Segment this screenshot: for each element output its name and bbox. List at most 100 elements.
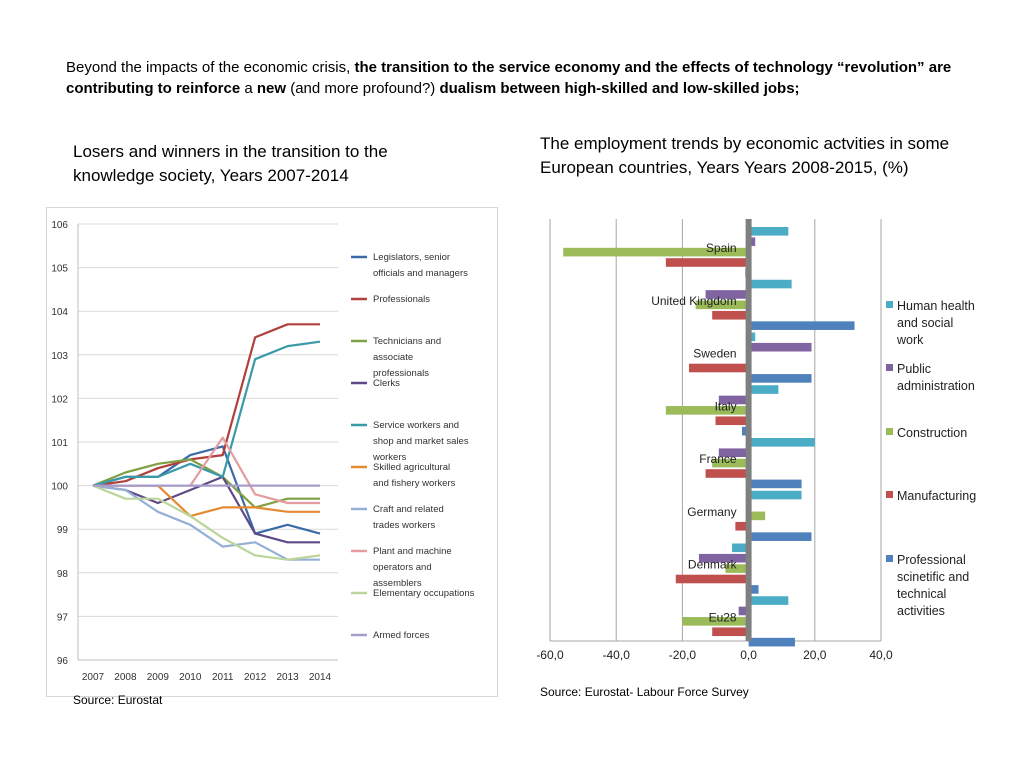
category-label-sweden: Sweden [693,347,736,361]
line-chart-frame [46,207,498,697]
line-series-elementary-occupations [92,484,321,561]
y-tick-label: 99 [57,525,69,536]
bar-sweden-professional-scinetific-and-technical-activities [748,374,812,383]
legend-label-plant-and-machine-operators-and-assemblers: Plant and machine operators and assemblers [373,546,452,589]
x-tick-label: 2009 [147,672,170,683]
x-tick-label: 40,0 [869,648,893,662]
legend-label-professional-scinetific-and-technical-activities: Professional scinetific and technical activ… [897,553,969,618]
bar-spain-public-administration [748,237,756,246]
bar-sweden-public-administration [748,342,812,352]
bar-france-manufacturing [705,469,749,478]
legend-label-skilled-agricultural-and-fishery-workers: Skilled agricultural and fishery workers [373,462,456,489]
legend-label-professionals: Professionals [373,294,430,305]
legend-swatch [886,364,893,371]
bar-united-kingdom-manufacturing [712,310,749,320]
category-label-italy: Italy [715,399,737,413]
legend-label-public-administration: Public administration [897,362,975,393]
y-tick-label: 97 [57,612,69,623]
right-source-note: Source: Eurostat- Labour Force Survey [540,685,749,699]
intro-bold-3: dualism between high-skilled and low-ski… [439,80,800,97]
bar-spain-manufacturing [665,258,749,267]
bar-france-professional-scinetific-and-technical-activities [748,479,802,489]
line-series-clerks [92,475,320,544]
y-tick-label: 98 [57,569,69,580]
x-tick-label: 2014 [309,672,332,683]
bar-sweden-manufacturing [689,363,749,373]
category-label-spain: Spain [706,241,737,255]
zero-axis [745,219,752,641]
y-tick-label: 102 [51,394,68,405]
legend-label-manufacturing: Manufacturing [897,489,976,503]
bar-denmark-professional-scinetific-and-technical-activities [748,585,759,594]
bar-denmark-human-health-and-social-work [732,543,749,553]
y-tick-label: 105 [51,264,68,275]
x-tick-label: 2011 [212,672,234,683]
category-label-france: France [699,452,737,466]
category-label-eu28: Eu28 [709,610,737,624]
bar-eu28-manufacturing [712,627,749,637]
x-tick-label: -40,0 [603,648,631,662]
bar-italy-human-health-and-social-work [748,385,779,394]
category-label-united-kingdom: United Kingdom [651,294,736,308]
x-tick-label: 0,0 [740,648,757,662]
left-source-note: Source: Eurostat [73,693,163,707]
bar-spain-human-health-and-social-work [748,227,789,236]
y-tick-label: 96 [57,656,69,667]
bar-germany-manufacturing [735,521,749,531]
bar-france-public-administration [718,448,749,457]
intro-part-1: Beyond the impacts of the economic crisi… [66,59,355,76]
left-chart-title: Losers and winners in the transition to … [73,142,388,185]
line-series-professionals [92,323,320,487]
bar-france-construction [712,458,749,468]
category-label-germany: Germany [687,505,736,519]
bar-italy-manufacturing [715,416,749,426]
bar-united-kingdom-public-administration [705,290,749,299]
legend-label-service-workers-and-shop-and-market-sales-workers: Service workers and shop and market sales… [372,420,469,463]
x-tick-label: 2012 [244,672,267,683]
bar-eu28-professional-scinetific-and-technical-activities [748,637,795,647]
legend-swatch [886,491,893,498]
intro-text: Beyond the impacts of the economic crisi… [66,57,966,99]
y-tick-label: 106 [51,220,68,231]
bar-france-human-health-and-social-work [748,438,815,447]
bar-eu28-public-administration [738,606,749,616]
bar-sweden-human-health-and-social-work [748,332,756,342]
bar-united-kingdom-professional-scinetific-and-technical-activities [748,321,855,330]
bar-italy-professional-scinetific-and-technical-activities [741,426,749,436]
x-tick-label: -20,0 [669,648,697,662]
bar-eu28-human-health-and-social-work [748,596,789,605]
sector-bar-chart: -60,0 -40,0 -20,0 0,0 20,0 40,0 Spain United K… [536,219,976,662]
right-chart-title: The employment trends by economic actvit… [540,134,950,177]
legend-swatch [886,428,893,435]
bar-germany-human-health-and-social-work [748,490,802,500]
y-tick-label: 104 [51,307,68,318]
bar-germany-professional-scinetific-and-technical-activities [748,532,812,541]
x-tick-label: 2013 [276,672,299,683]
category-label-denmark: Denmark [688,558,738,572]
bar-united-kingdom-construction [695,300,749,310]
bar-italy-construction [665,406,749,415]
legend-label-technicians-and-associate-professionals: Technicians and associate professionals [373,336,441,379]
bar-denmark-construction [725,564,749,573]
bar-eu28-construction [682,617,749,626]
line-series-service-workers-and-shop-and-market-sales-workers [92,340,321,487]
legend-label-elementary-occupations: Elementary occupations [373,588,475,599]
x-tick-label: 2008 [114,672,137,683]
intro-bold-2: new [256,80,287,97]
x-tick-label: 20,0 [803,648,827,662]
line-series-craft-and-related-trades-workers [92,484,320,561]
y-tick-label: 101 [51,438,68,449]
line-series-technicians-and-associate-professionals [92,458,320,509]
bar-denmark-manufacturing [675,574,749,584]
bar-denmark-public-administration [698,553,749,563]
bar-germany-construction [748,511,766,521]
legend-swatch [886,301,893,308]
legend-label-human-health-and-social-work: Human health and social work [896,299,975,347]
x-tick-label: 2010 [179,672,202,683]
legend-label-craft-and-related-trades-workers: Craft and related trades workers [373,504,444,531]
y-tick-label: 103 [51,351,68,362]
intro-part-2: a [240,80,257,97]
x-tick-label: -60,0 [536,648,564,662]
legend-label-armed-forces: Armed forces [373,630,430,641]
bar-spain-construction [563,247,749,257]
